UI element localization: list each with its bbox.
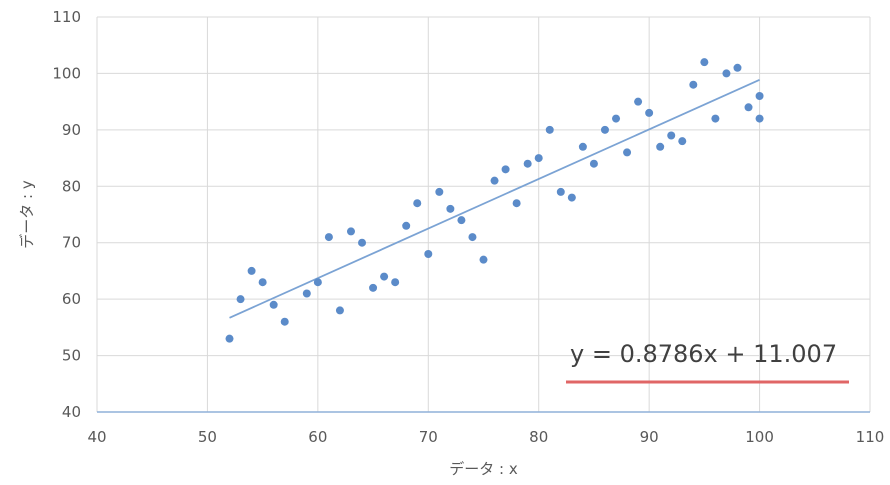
data-point — [567, 193, 576, 202]
data-point — [468, 233, 477, 242]
data-point — [667, 131, 676, 140]
data-point — [689, 80, 698, 89]
data-point — [457, 216, 466, 225]
data-point — [578, 142, 587, 151]
data-point — [369, 283, 378, 292]
data-point — [700, 58, 709, 67]
data-point — [346, 227, 355, 236]
data-point — [446, 204, 455, 213]
data-point — [612, 114, 621, 123]
data-point — [391, 278, 400, 287]
x-tick-label: 100 — [745, 428, 774, 446]
data-point — [380, 272, 389, 281]
data-point — [678, 137, 687, 146]
y-tick-label: 100 — [52, 64, 81, 82]
x-tick-label: 40 — [87, 428, 106, 446]
data-point — [302, 289, 311, 298]
axes: 40 50 60 70 80 90 100 110 40 50 60 70 80 90 100 110 — [52, 8, 884, 446]
data-point — [358, 238, 367, 247]
data-point — [722, 69, 731, 78]
data-point — [523, 159, 532, 168]
data-point — [512, 199, 521, 208]
data-point — [589, 159, 598, 168]
x-tick-label: 50 — [198, 428, 217, 446]
data-point — [556, 187, 565, 196]
data-point — [435, 187, 444, 196]
data-point — [711, 114, 720, 123]
data-point — [600, 125, 609, 134]
data-point — [733, 63, 742, 72]
trendline-equation: y = 0.8786x + 11.007 — [570, 340, 837, 368]
data-point — [236, 295, 245, 304]
data-point — [634, 97, 643, 106]
trendline-layer — [229, 79, 760, 319]
y-tick-label: 50 — [62, 347, 81, 365]
data-point — [413, 199, 422, 208]
x-tick-label: 70 — [419, 428, 438, 446]
data-point — [247, 266, 256, 275]
data-point — [479, 255, 488, 264]
y-tick-label: 40 — [62, 403, 81, 421]
data-point — [258, 278, 267, 287]
y-axis-label: データ : y — [18, 180, 36, 249]
y-tick-label: 80 — [62, 177, 81, 195]
y-tick-label: 60 — [62, 290, 81, 308]
data-point — [490, 176, 499, 185]
data-point — [324, 233, 333, 242]
x-tick-label: 80 — [529, 428, 548, 446]
gridlines — [97, 16, 871, 412]
x-tick-label: 90 — [640, 428, 659, 446]
data-point — [744, 103, 753, 112]
data-point — [645, 108, 654, 117]
data-point — [280, 317, 289, 326]
data-point — [501, 165, 510, 174]
data-point — [402, 221, 411, 230]
trendline — [229, 79, 760, 319]
data-point — [545, 125, 554, 134]
data-point — [313, 278, 322, 287]
y-tick-label: 110 — [52, 8, 81, 26]
data-point — [656, 142, 665, 151]
data-point — [623, 148, 632, 157]
data-point — [269, 300, 278, 309]
y-tick-label: 90 — [62, 121, 81, 139]
data-point — [534, 154, 543, 163]
data-points — [225, 58, 764, 343]
x-tick-label: 60 — [308, 428, 327, 446]
data-point — [335, 306, 344, 315]
data-point — [755, 114, 764, 123]
data-point — [755, 92, 764, 100]
x-tick-label: 110 — [856, 428, 885, 446]
x-axis-label: データ : x — [449, 460, 518, 478]
data-point — [424, 250, 433, 258]
data-point — [225, 334, 234, 343]
y-tick-label: 70 — [62, 234, 81, 252]
